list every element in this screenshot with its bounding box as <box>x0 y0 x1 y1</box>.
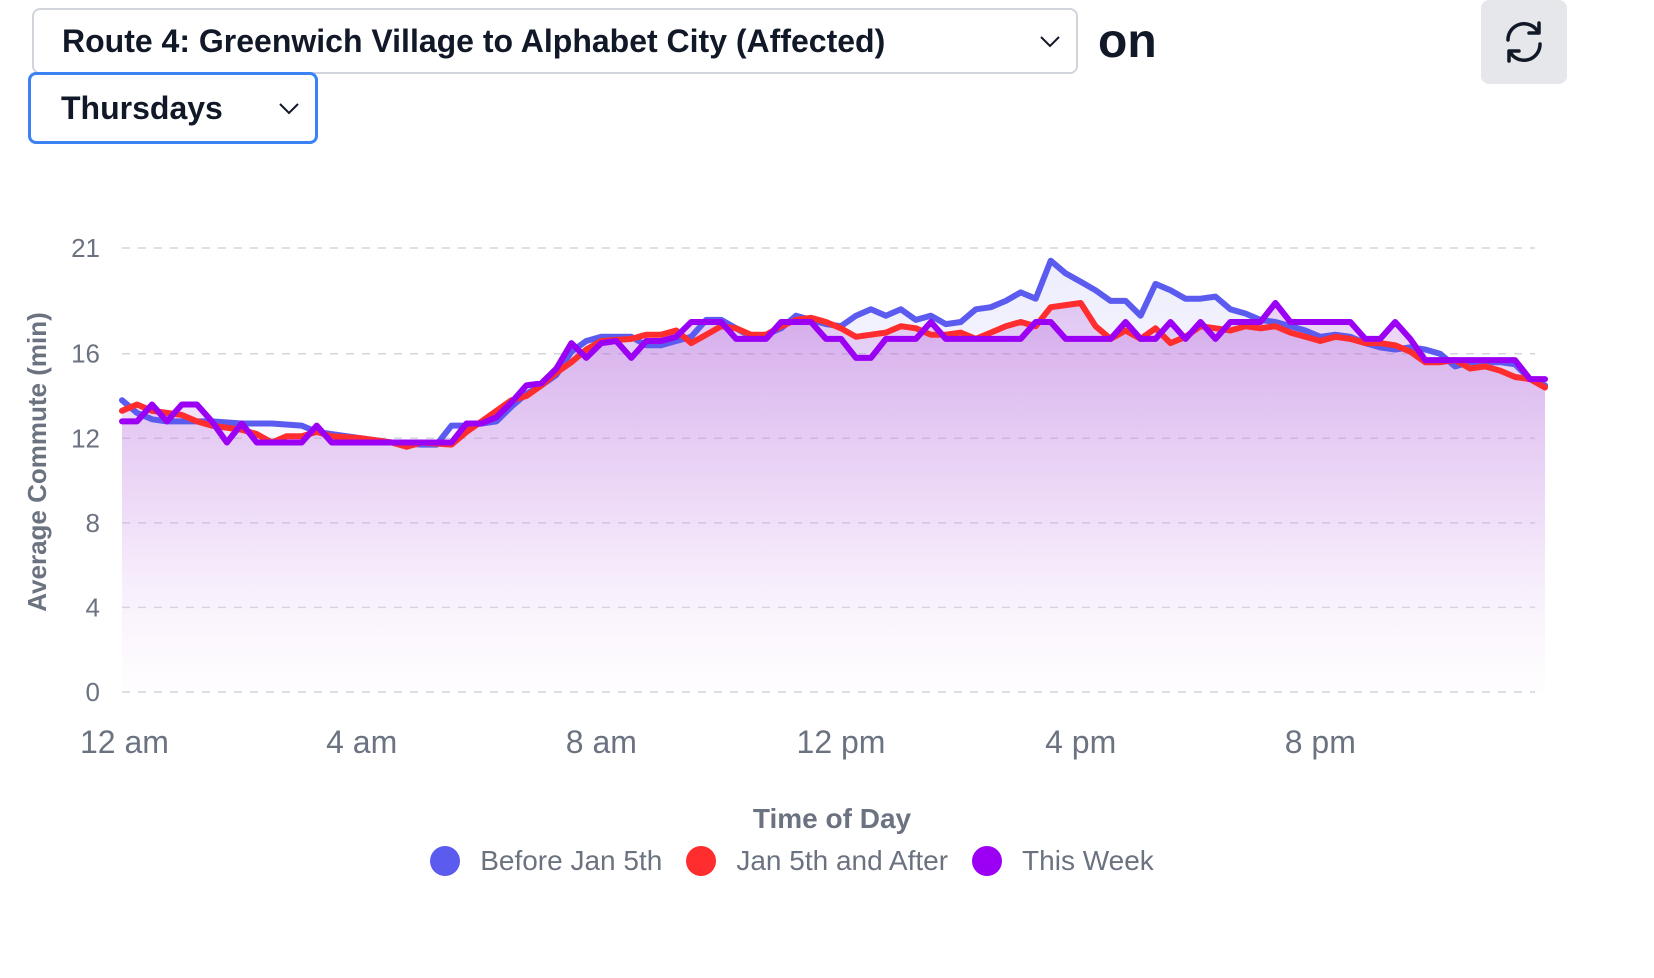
x-tick-label: 12 pm <box>797 724 886 760</box>
legend-label-before: Before Jan 5th <box>480 845 663 876</box>
legend-item-before[interactable]: Before Jan 5th <box>430 845 662 877</box>
refresh-icon <box>1506 21 1542 63</box>
on-label: on <box>1098 15 1157 68</box>
y-tick-label: 0 <box>86 677 100 707</box>
x-tick-label: 4 am <box>326 724 397 760</box>
legend-item-after[interactable]: Jan 5th and After <box>686 845 948 877</box>
commute-chart: 0 4 8 12 16 21 12 am 4 am 8 am 12 pm 4 pm 8 pm Aver… <box>22 233 1548 834</box>
series-line-this-week <box>119 300 1548 446</box>
y-tick-label: 21 <box>71 233 100 263</box>
legend-label-this-week: This Week <box>1022 845 1154 876</box>
legend-dot-before <box>430 846 461 876</box>
series-line-before <box>119 257 1548 448</box>
chart-legend: Before Jan 5th Jan 5th and After This We… <box>0 845 1654 877</box>
y-tick-label: 16 <box>71 339 100 369</box>
x-axis-label: Time of Day <box>753 803 912 834</box>
x-tick-label: 8 pm <box>1285 724 1356 760</box>
day-select-value: Thursdays <box>61 89 223 126</box>
refresh-button[interactable] <box>1481 0 1567 84</box>
x-tick-label: 4 pm <box>1045 724 1116 760</box>
y-tick-label: 4 <box>86 592 100 622</box>
day-select[interactable]: Thursdays <box>28 72 318 144</box>
y-tick-label: 8 <box>86 508 100 538</box>
route-select[interactable]: Route 4: Greenwich Village to Alphabet C… <box>32 8 1078 74</box>
x-tick-label: 12 am <box>80 724 169 760</box>
route-select-value: Route 4: Greenwich Village to Alphabet C… <box>62 22 886 59</box>
y-tick-label: 12 <box>71 423 100 453</box>
chevron-down-icon <box>279 103 299 115</box>
x-tick-label: 8 am <box>566 724 637 760</box>
chevron-down-icon <box>1040 36 1060 48</box>
y-axis-label: Average Commute (min) <box>22 312 52 612</box>
legend-item-this-week[interactable]: This Week <box>972 845 1154 877</box>
legend-dot-after <box>686 846 717 876</box>
legend-dot-this-week <box>972 846 1003 876</box>
area-fill-this-week <box>122 303 1545 692</box>
legend-label-after: Jan 5th and After <box>736 845 949 876</box>
